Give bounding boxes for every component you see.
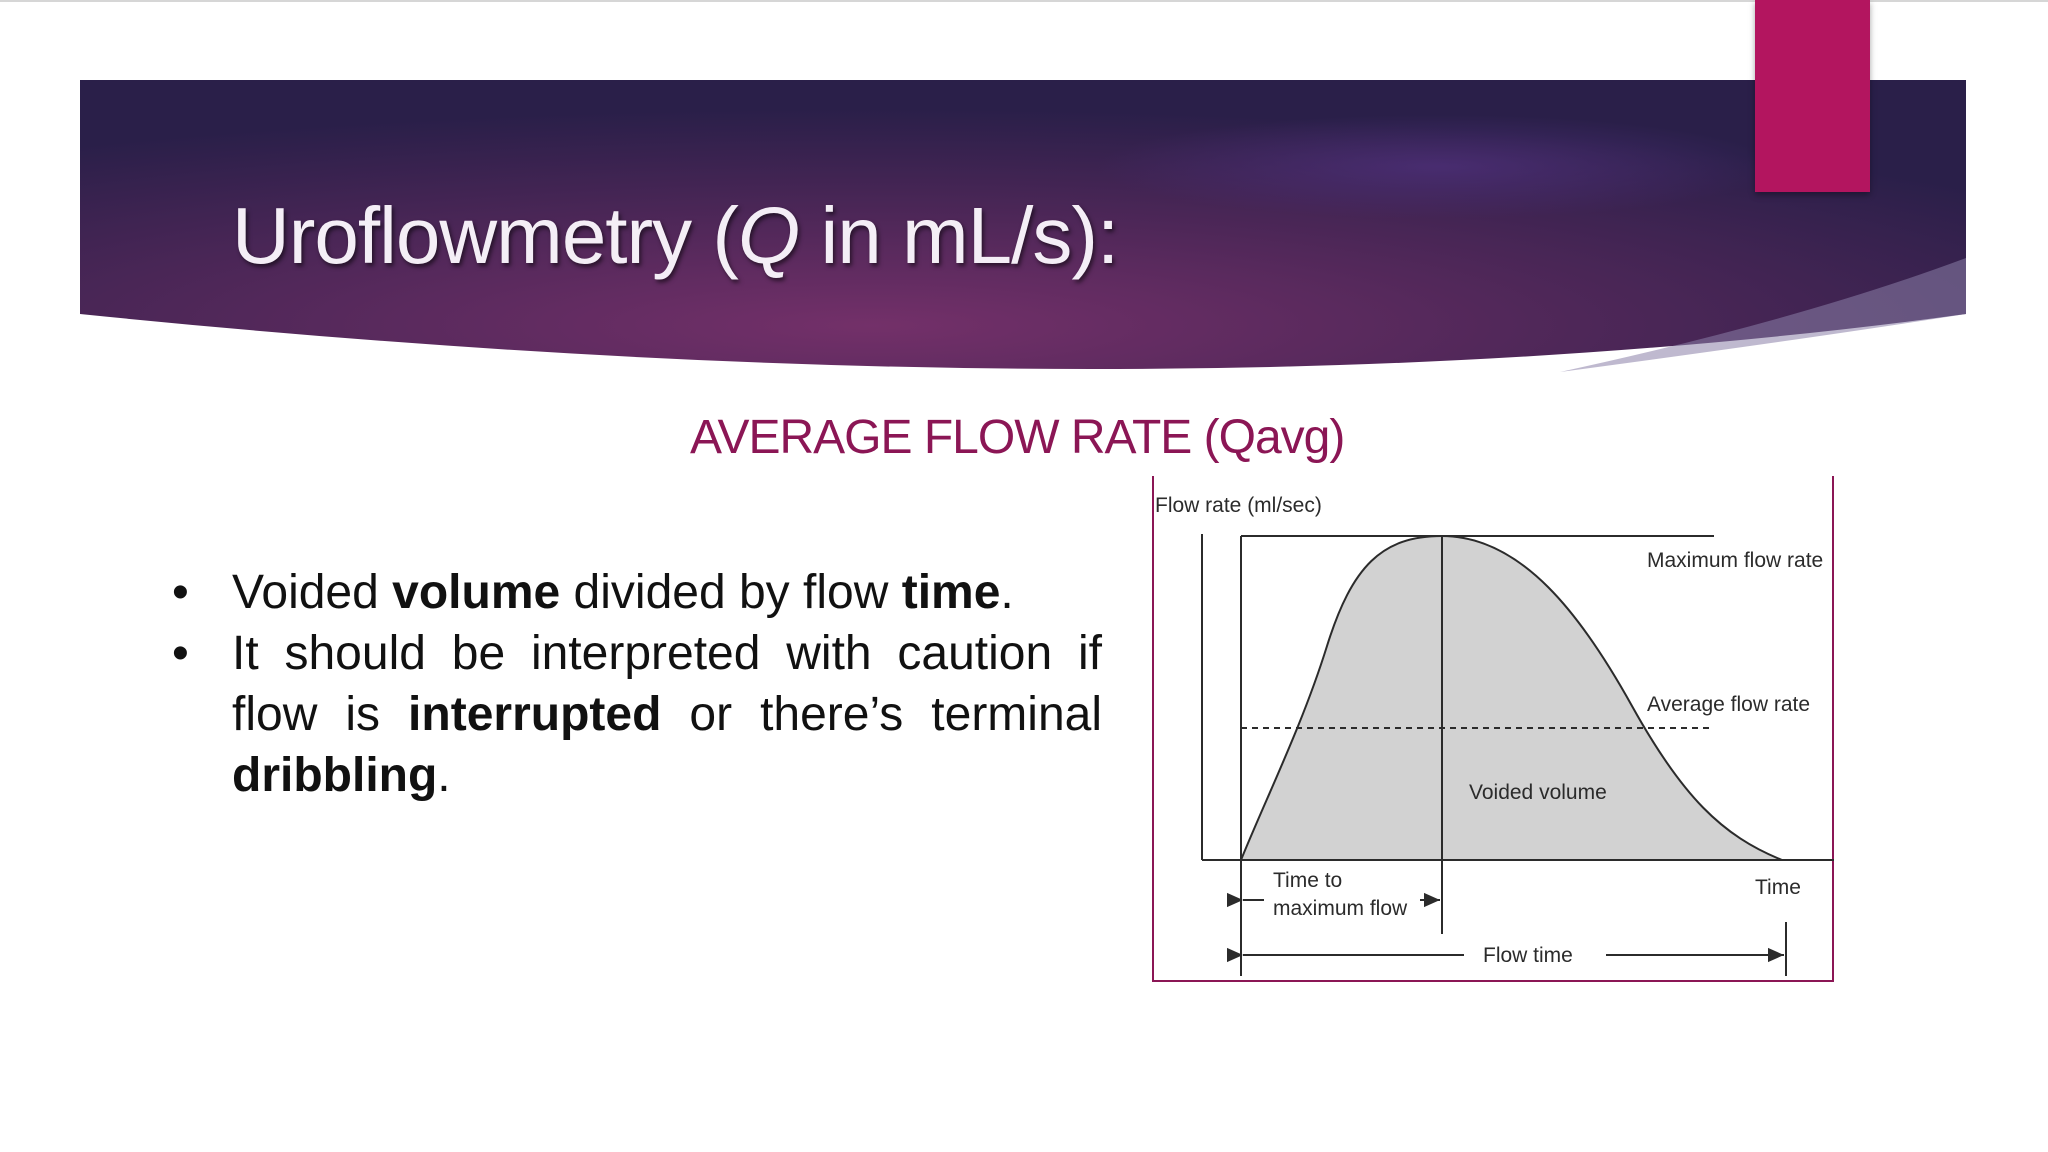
bullet-text: divided by flow (560, 566, 902, 619)
bullet-marker: • (172, 566, 189, 619)
x-axis-label: Time (1755, 876, 1801, 899)
max-flow-label: Maximum flow rate (1647, 549, 1823, 572)
title-banner (80, 80, 1966, 372)
figure-frame (1152, 476, 1834, 982)
bullet-text: . (1000, 566, 1014, 619)
banner-sheen (1560, 258, 1966, 372)
flow-time-label: Flow time (1483, 944, 1573, 967)
bullet-text: It should be interpreted with caution if… (232, 627, 1102, 741)
ttm-label-line2: maximum flow (1273, 897, 1408, 920)
ttm-label-line1: Time to (1273, 869, 1342, 892)
slide-title: Uroflowmetry (Q in mL/s): (232, 196, 1119, 276)
bullet-emphasis: interrupted (408, 688, 662, 741)
voided-volume-label: Voided volume (1469, 781, 1607, 804)
bullet-item: • Voided volume divided by flow time. (172, 562, 1102, 623)
banner-glow (80, 80, 1966, 369)
uroflow-figure: Flow rate (ml/sec) Maximum flow rate Ave… (1152, 476, 1834, 982)
top-rule (0, 0, 2048, 2)
bullet-text: or there’s terminal (661, 688, 1103, 741)
bullet-emphasis: volume (392, 566, 561, 619)
slide-subtitle: AVERAGE FLOW RATE (Qavg) (690, 411, 1345, 464)
bullet-emphasis: time (901, 566, 1001, 619)
title-prefix: Uroflowmetry ( (232, 191, 739, 280)
average-flow-label: Average flow rate (1647, 693, 1810, 716)
title-symbol: Q (738, 191, 800, 280)
bullet-item: • It should be interpreted with caution i… (172, 623, 1102, 806)
uroflow-diagram: Flow rate (ml/sec) Maximum flow rate Ave… (1155, 494, 1834, 976)
accent-tab (1755, 0, 1870, 192)
bullet-text: Voided (232, 566, 393, 619)
title-suffix: in mL/s): (799, 191, 1120, 280)
bullet-list: • Voided volume divided by flow time. • It … (172, 562, 1102, 806)
y-axis-label: Flow rate (ml/sec) (1155, 494, 1322, 517)
bullet-marker: • (172, 627, 189, 680)
bullet-text: . (437, 749, 451, 802)
bullet-emphasis: dribbling (232, 749, 438, 802)
